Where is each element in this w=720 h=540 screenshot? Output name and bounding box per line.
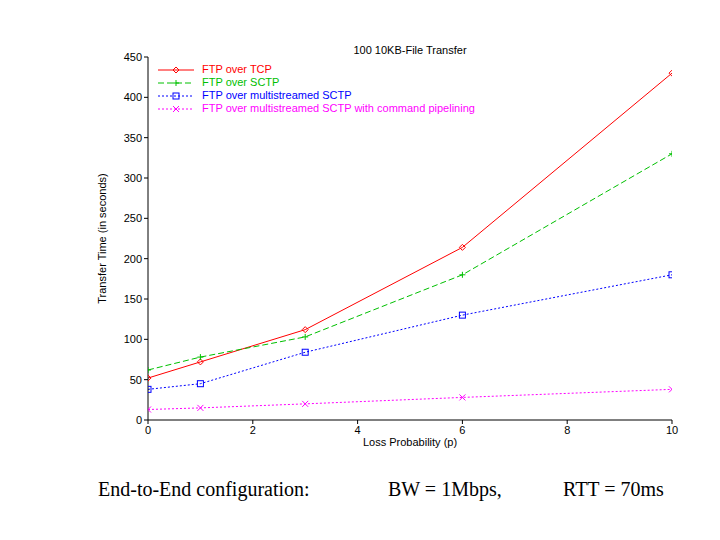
svg-text:4: 4: [355, 424, 361, 436]
html-text:FTP over SCTP: FTP over SCTP: [202, 76, 280, 88]
svg-text:50: 50: [130, 374, 142, 386]
svg-text:Loss Probability (p): Loss Probability (p): [363, 436, 457, 448]
svg-text:200: 200: [124, 253, 142, 265]
svg-text:300: 300: [124, 172, 142, 184]
svg-text:250: 250: [124, 212, 142, 224]
html-text:RTT = 70ms: RTT = 70ms: [563, 478, 664, 500]
svg-text:400: 400: [124, 91, 142, 103]
html-text:BW = 1Mbps,: BW = 1Mbps,: [388, 478, 502, 500]
svg-text:Transfer Time (in seconds): Transfer Time (in seconds): [96, 173, 108, 303]
svg-text:350: 350: [124, 132, 142, 144]
svg-text:6: 6: [459, 424, 465, 436]
html-text:FTP over multistreamed SCTP wi: FTP over multistreamed SCTP with command…: [202, 102, 475, 114]
svg-text:450: 450: [124, 51, 142, 63]
svg-text:10: 10: [666, 424, 678, 436]
html-text:100 10KB-File Transfer: 100 10KB-File Transfer: [353, 44, 467, 56]
svg-text:100: 100: [124, 333, 142, 345]
html-text:End-to-End configuration:: End-to-End configuration:: [98, 478, 310, 500]
html-text:FTP over multistreamed SCTP: FTP over multistreamed SCTP: [202, 89, 352, 101]
svg-text:0: 0: [145, 424, 151, 436]
svg-text:0: 0: [136, 414, 142, 426]
html-text:FTP over TCP: FTP over TCP: [202, 63, 272, 75]
svg-text:8: 8: [564, 424, 570, 436]
svg-text:2: 2: [250, 424, 256, 436]
svg-text:150: 150: [124, 293, 142, 305]
